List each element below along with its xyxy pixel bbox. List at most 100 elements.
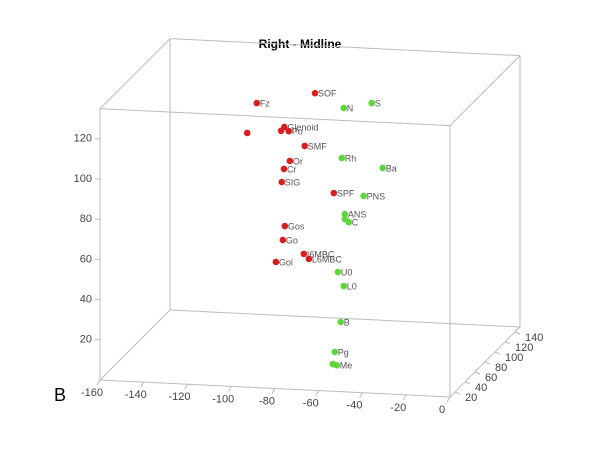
point-label: Fz: [260, 98, 270, 108]
y-tick-label: 120: [515, 342, 533, 354]
point: [286, 157, 294, 165]
point-label: U0: [341, 267, 353, 277]
z-tick-label: 20: [80, 334, 92, 346]
point-label: C: [352, 218, 359, 228]
point-label: SOF: [318, 89, 337, 99]
chart-title: Right - Midline: [259, 37, 342, 51]
point: [329, 360, 337, 368]
y-tick-label: 100: [505, 352, 523, 364]
point-label: I6MBC: [307, 249, 335, 259]
point: [243, 129, 251, 137]
y-tick-label: 20: [465, 392, 477, 404]
point-label: N: [347, 103, 354, 113]
box-edge: [449, 55, 521, 126]
point: [360, 192, 367, 200]
y-tick-label: 40: [475, 382, 487, 394]
z-tick-label: 120: [74, 133, 92, 145]
point: [300, 250, 308, 258]
point-label: SIG: [285, 177, 301, 187]
point: [305, 255, 313, 263]
point-label: L6MBC: [312, 254, 343, 264]
point: [345, 218, 353, 226]
point: [338, 154, 346, 162]
x-tick-label: -80: [259, 395, 275, 407]
x-tick: [359, 392, 363, 398]
x-tick-label: -120: [168, 391, 190, 403]
point: [272, 258, 280, 266]
point: [277, 127, 285, 135]
point-label: SPF: [337, 188, 355, 198]
point-label: Or: [293, 156, 303, 166]
panel-label: B: [54, 385, 66, 405]
point: [340, 104, 348, 112]
box-edge: [99, 309, 171, 381]
point: [340, 282, 348, 290]
point: [301, 142, 309, 150]
x-tick: [96, 379, 101, 386]
y-tick-label: 80: [495, 362, 507, 374]
box-edge: [169, 38, 521, 57]
x-tick-label: -40: [347, 400, 363, 412]
point: [379, 164, 386, 172]
x-tick-label: -140: [125, 389, 147, 401]
point: [330, 189, 338, 197]
x-tick: [271, 388, 276, 394]
point: [331, 348, 339, 356]
point: [337, 318, 344, 326]
point: [281, 222, 289, 230]
x-tick: [446, 396, 451, 403]
y-tick: [504, 341, 511, 345]
y-tick: [454, 391, 461, 395]
point: [311, 89, 319, 97]
point: [279, 236, 287, 244]
point: [341, 210, 349, 218]
point-label: Go: [286, 235, 298, 245]
z-tick-label: 100: [74, 173, 92, 185]
x-tick: [184, 383, 188, 390]
z-tick-label: 60: [80, 253, 92, 265]
point-label: PNS: [367, 191, 386, 201]
x-tick-label: -60: [303, 398, 319, 410]
point: [278, 178, 286, 186]
box-edge: [99, 108, 451, 127]
x-tick: [140, 381, 145, 388]
point-label: Pg: [338, 347, 349, 357]
box-edge: [169, 309, 521, 328]
y-tick: [494, 351, 501, 355]
point-label: B: [344, 317, 350, 327]
point: [280, 165, 288, 173]
point: [334, 268, 342, 276]
x-tick-label: -100: [212, 393, 234, 405]
point-label: Glenoid: [287, 122, 318, 132]
point-label: S: [375, 98, 381, 108]
y-tick-label: 60: [485, 372, 497, 384]
z-tick-label: 40: [80, 294, 92, 306]
point: [368, 99, 376, 107]
point-label: Gos: [288, 221, 305, 231]
point-label: SMF: [308, 141, 328, 151]
x-tick: [315, 390, 320, 396]
y-tick: [514, 331, 521, 335]
point-label: Rh: [345, 153, 357, 163]
x-tick-label: -160: [81, 387, 103, 399]
x-tick-label: -20: [390, 402, 406, 414]
point-label: Me: [340, 361, 353, 371]
y-tick: [464, 381, 471, 385]
point-label: Po: [292, 127, 303, 137]
x-tick: [227, 386, 232, 392]
x-tick-label: 0: [439, 404, 445, 416]
y-tick: [484, 361, 491, 365]
point-label: Goi: [279, 257, 293, 267]
point-label: L0: [347, 281, 357, 291]
box-edge: [99, 38, 171, 110]
point-label: ANS: [348, 209, 367, 219]
point-label: Ba: [386, 163, 397, 173]
point: [285, 127, 293, 135]
z-tick-label: 80: [80, 213, 92, 225]
y-tick-label: 140: [525, 332, 543, 344]
point-label: Cr: [287, 164, 297, 174]
x-tick: [402, 394, 407, 401]
y-tick: [474, 371, 481, 375]
point: [253, 99, 261, 107]
